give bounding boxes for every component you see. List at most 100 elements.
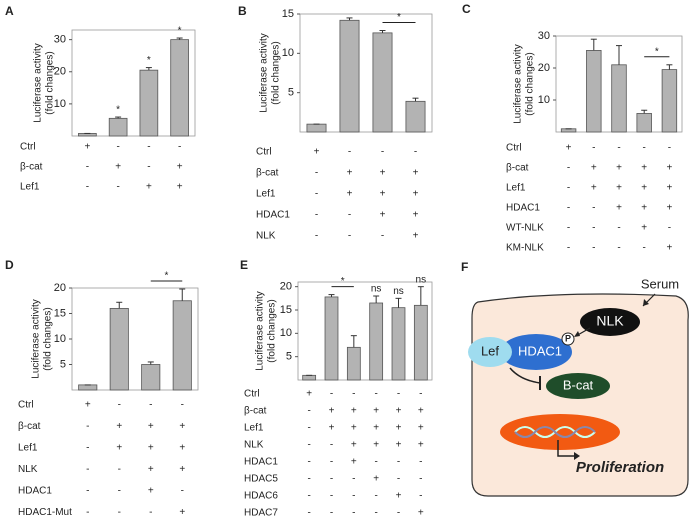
condition-sign: - <box>348 147 351 158</box>
significance-marker: * <box>147 55 151 66</box>
condition-sign: - <box>307 406 310 417</box>
condition-label: Lef1 <box>20 182 40 193</box>
bar <box>611 64 627 133</box>
condition-sign: - <box>567 203 570 214</box>
significance-label: * <box>397 12 401 23</box>
condition-label: Lef1 <box>244 423 264 434</box>
condition-label: WT-NLK <box>506 223 544 234</box>
condition-sign: - <box>592 243 595 254</box>
condition-sign: - <box>307 491 310 502</box>
bar <box>170 39 189 137</box>
y-tick-label: 5 <box>286 351 292 363</box>
condition-sign: - <box>414 147 417 158</box>
bar <box>139 69 159 137</box>
condition-sign: + <box>616 203 622 214</box>
significance-label: * <box>341 276 345 287</box>
condition-label: HDAC5 <box>244 474 278 485</box>
condition-sign: + <box>380 168 386 179</box>
y-axis-label: Luciferase activity <box>31 299 42 378</box>
condition-sign: + <box>329 423 335 434</box>
phospho-label: P <box>565 333 571 343</box>
condition-sign: + <box>591 183 597 194</box>
condition-sign: + <box>418 440 424 451</box>
condition-label: HDAC1 <box>506 203 540 214</box>
phospho-shape <box>561 332 575 346</box>
bar <box>636 113 652 133</box>
condition-sign: + <box>347 189 353 200</box>
condition-sign: - <box>86 464 89 475</box>
condition-sign: + <box>641 183 647 194</box>
bar <box>302 374 317 381</box>
plot-frame <box>299 13 433 133</box>
significance-label: * <box>655 46 659 57</box>
condition-sign: + <box>115 162 121 173</box>
condition-label: HDAC1 <box>244 457 278 468</box>
condition-label: Ctrl <box>256 147 272 158</box>
condition-sign: - <box>118 400 121 411</box>
bar <box>372 32 393 133</box>
condition-sign: + <box>373 406 379 417</box>
proliferation-label: Proliferation <box>576 459 664 476</box>
bar <box>306 123 327 133</box>
condition-sign: + <box>148 421 154 432</box>
condition-sign: + <box>666 243 672 254</box>
condition-sign: + <box>418 423 424 434</box>
y-tick-label: 20 <box>280 281 292 293</box>
condition-sign: - <box>567 243 570 254</box>
y-tick-label: 10 <box>282 47 294 59</box>
condition-label: KM-NLK <box>506 243 544 254</box>
condition-sign: + <box>85 400 91 411</box>
condition-sign: - <box>307 508 310 519</box>
bcat-shape <box>546 373 610 399</box>
condition-sign: - <box>348 231 351 242</box>
condition-label: Ctrl <box>244 389 260 400</box>
condition-label: β-cat <box>18 421 41 432</box>
condition-sign: + <box>146 182 152 193</box>
condition-sign: + <box>148 486 154 497</box>
condition-sign: + <box>347 168 353 179</box>
condition-sign: + <box>641 163 647 174</box>
condition-sign: + <box>177 182 183 193</box>
y-tick-label: 15 <box>282 8 294 20</box>
dna <box>514 426 596 438</box>
condition-sign: + <box>148 464 154 475</box>
bar <box>141 364 161 391</box>
panel-label: A <box>5 4 14 18</box>
condition-sign: - <box>397 508 400 519</box>
y-tick-label: 30 <box>538 30 550 42</box>
condition-sign: + <box>179 464 185 475</box>
panel-f: F Serum NLK Lef HDAC1 P B-cat Proliferat… <box>461 260 689 497</box>
y-tick-label: 5 <box>288 87 294 99</box>
condition-sign: - <box>352 508 355 519</box>
condition-sign: - <box>419 474 422 485</box>
condition-label: HDAC1 <box>256 210 290 221</box>
condition-sign: - <box>668 223 671 234</box>
condition-sign: - <box>307 440 310 451</box>
condition-sign: - <box>86 443 89 454</box>
y-axis-label: Luciferase activity <box>255 291 266 370</box>
y-axis-label: Luciferase activity <box>259 33 270 112</box>
condition-sign: - <box>307 474 310 485</box>
bar <box>78 384 98 391</box>
lef-label: Lef <box>481 343 499 358</box>
condition-sign: - <box>374 389 377 400</box>
arrowhead <box>574 331 580 337</box>
condition-sign: - <box>330 491 333 502</box>
condition-sign: + <box>418 406 424 417</box>
condition-sign: + <box>351 457 357 468</box>
y-tick-label: 15 <box>54 307 66 319</box>
condition-sign: - <box>86 486 89 497</box>
condition-sign: + <box>373 423 379 434</box>
condition-sign: + <box>179 443 185 454</box>
condition-sign: + <box>413 189 419 200</box>
condition-sign: - <box>567 163 570 174</box>
condition-sign: - <box>315 210 318 221</box>
condition-label: HDAC7 <box>244 508 278 519</box>
condition-sign: - <box>592 223 595 234</box>
nlk-label: NLK <box>596 313 624 329</box>
condition-sign: + <box>380 210 386 221</box>
condition-sign: - <box>149 400 152 411</box>
significance-marker: ns <box>393 286 404 297</box>
bar <box>391 307 406 381</box>
panel-label: E <box>240 258 248 272</box>
